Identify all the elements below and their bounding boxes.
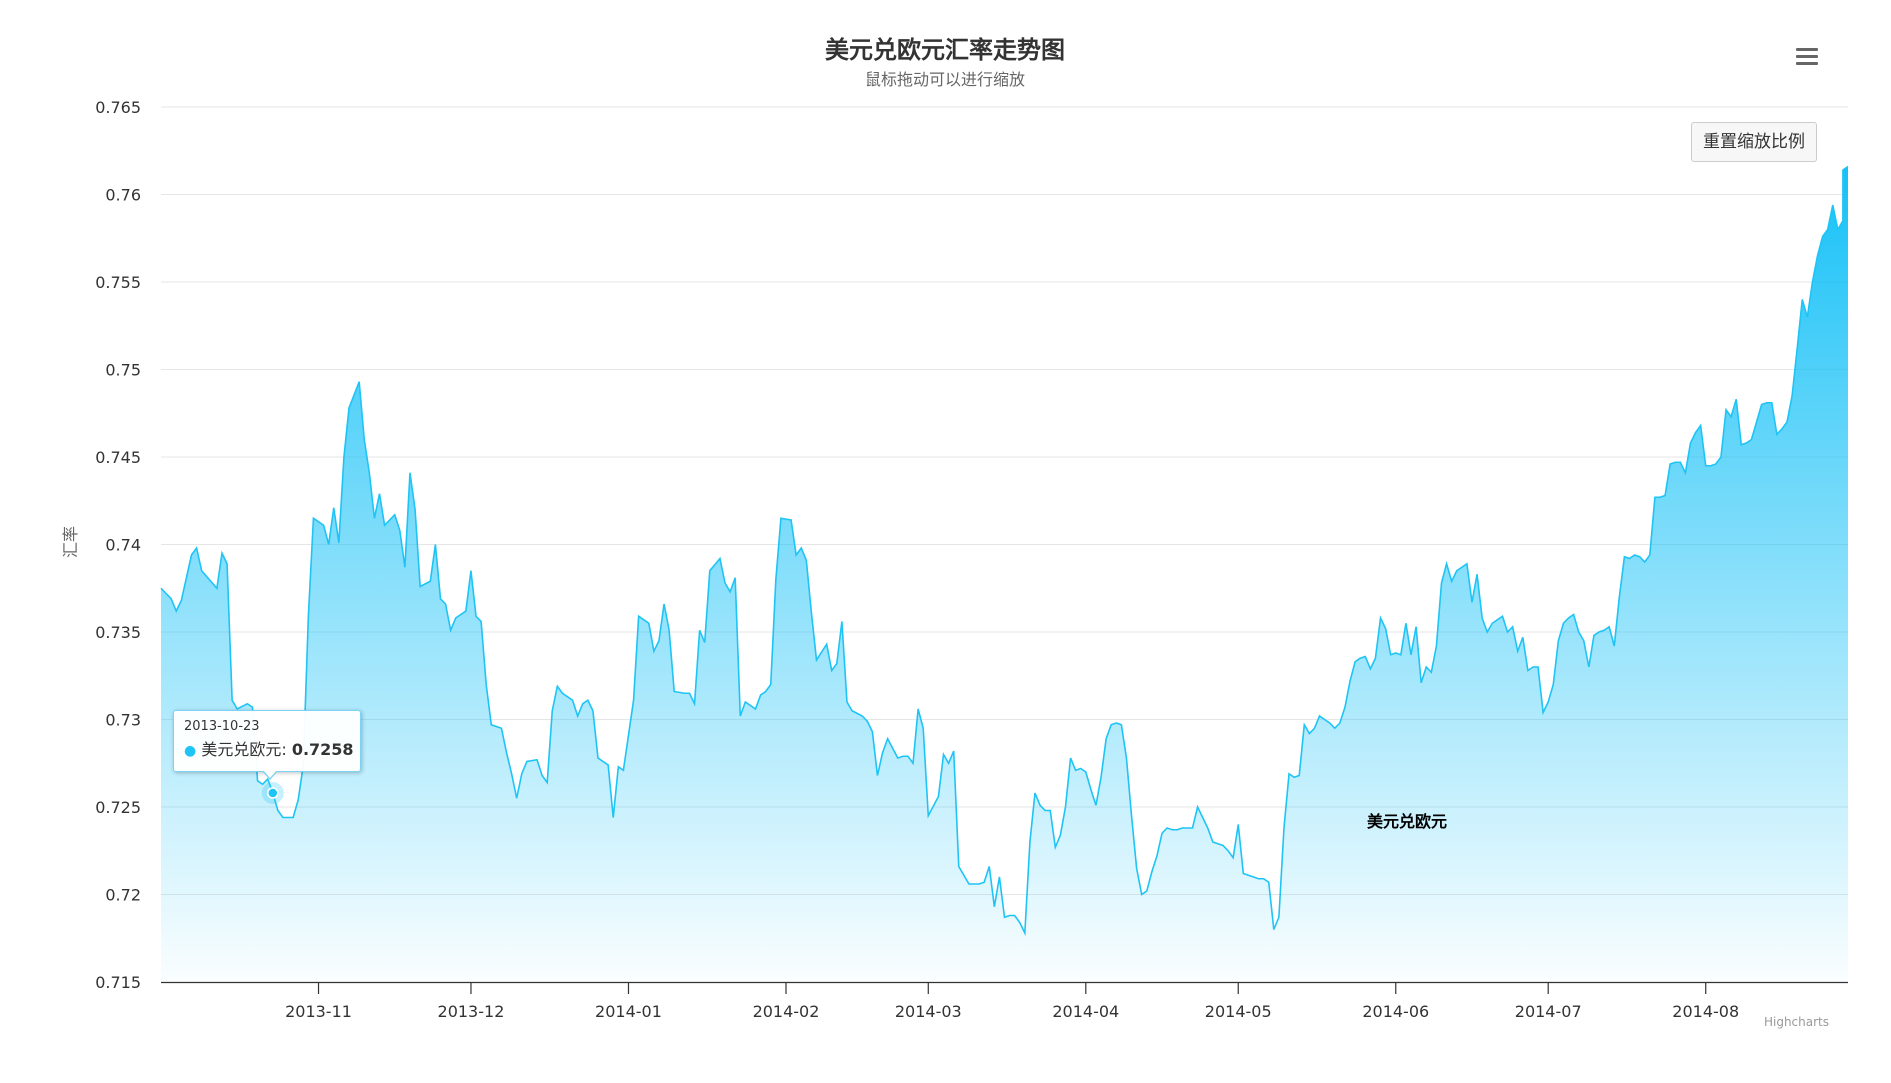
tooltip-pointer-inner (263, 770, 277, 778)
x-tick-label: 2013-11 (285, 1002, 352, 1021)
y-axis-title: 汇率 (61, 526, 80, 558)
x-tick-label: 2014-05 (1205, 1002, 1272, 1021)
x-tick-label: 2014-08 (1672, 1002, 1739, 1021)
tooltip-date: 2013-10-23 (184, 719, 260, 734)
y-tick-label: 0.755 (95, 273, 141, 292)
y-tick-label: 0.73 (105, 711, 141, 730)
hamburger-menu-icon (1796, 48, 1818, 51)
series-label: 美元兑欧元 (1367, 812, 1447, 831)
y-tick-label: 0.735 (95, 623, 141, 642)
x-tick-label: 2014-01 (595, 1002, 662, 1021)
chart-title: 美元兑欧元汇率走势图 (825, 36, 1065, 64)
hover-point-marker (261, 782, 284, 804)
y-axis: 0.715 0.72 0.725 0.73 0.735 0.74 0.745 0.75 0.75… (95, 98, 141, 992)
chart-subtitle: 鼠标拖动可以进行缩放 (865, 70, 1025, 89)
y-tick-label: 0.715 (95, 973, 141, 992)
y-tick-label: 0.76 (105, 186, 141, 205)
context-menu-button[interactable] (1790, 42, 1824, 72)
y-tick-label: 0.725 (95, 798, 141, 817)
hover-point[interactable] (267, 787, 279, 799)
x-tick-label: 2014-07 (1515, 1002, 1582, 1021)
hamburger-menu-icon (1796, 62, 1818, 65)
y-tick-label: 0.75 (105, 361, 141, 380)
series-area[interactable] (160, 165, 1849, 983)
tooltip-series-dot-icon: ● (184, 743, 197, 759)
x-tick-label: 2014-03 (895, 1002, 962, 1021)
x-tick-label: 2014-02 (753, 1002, 820, 1021)
y-tick-label: 0.74 (105, 536, 141, 555)
x-tick-label: 2014-06 (1362, 1002, 1429, 1021)
y-tick-label: 0.765 (95, 98, 141, 117)
x-tick-label: 2014-04 (1052, 1002, 1119, 1021)
series-area-fill (161, 166, 1848, 982)
reset-zoom-button[interactable]: 重置缩放比例 (1691, 122, 1817, 162)
tooltip: 2013-10-23 ● 美元兑欧元: 0.7258 (173, 710, 361, 780)
series-line[interactable] (160, 165, 1849, 937)
x-tick-label: 2013-12 (438, 1002, 505, 1021)
y-tick-label: 0.72 (105, 886, 141, 905)
hamburger-menu-icon (1796, 55, 1818, 58)
y-tick-label: 0.745 (95, 448, 141, 467)
tooltip-value: 0.7258 (291, 740, 354, 759)
x-axis: 2013-11 2013-12 2014-01 2014-02 2014-03 2014-… (161, 981, 1848, 1021)
tooltip-line: ● 美元兑欧元: 0.7258 (184, 740, 354, 759)
credits-link[interactable]: Highcharts (1764, 1015, 1829, 1029)
tooltip-series-name: 美元兑欧元 (201, 740, 282, 759)
